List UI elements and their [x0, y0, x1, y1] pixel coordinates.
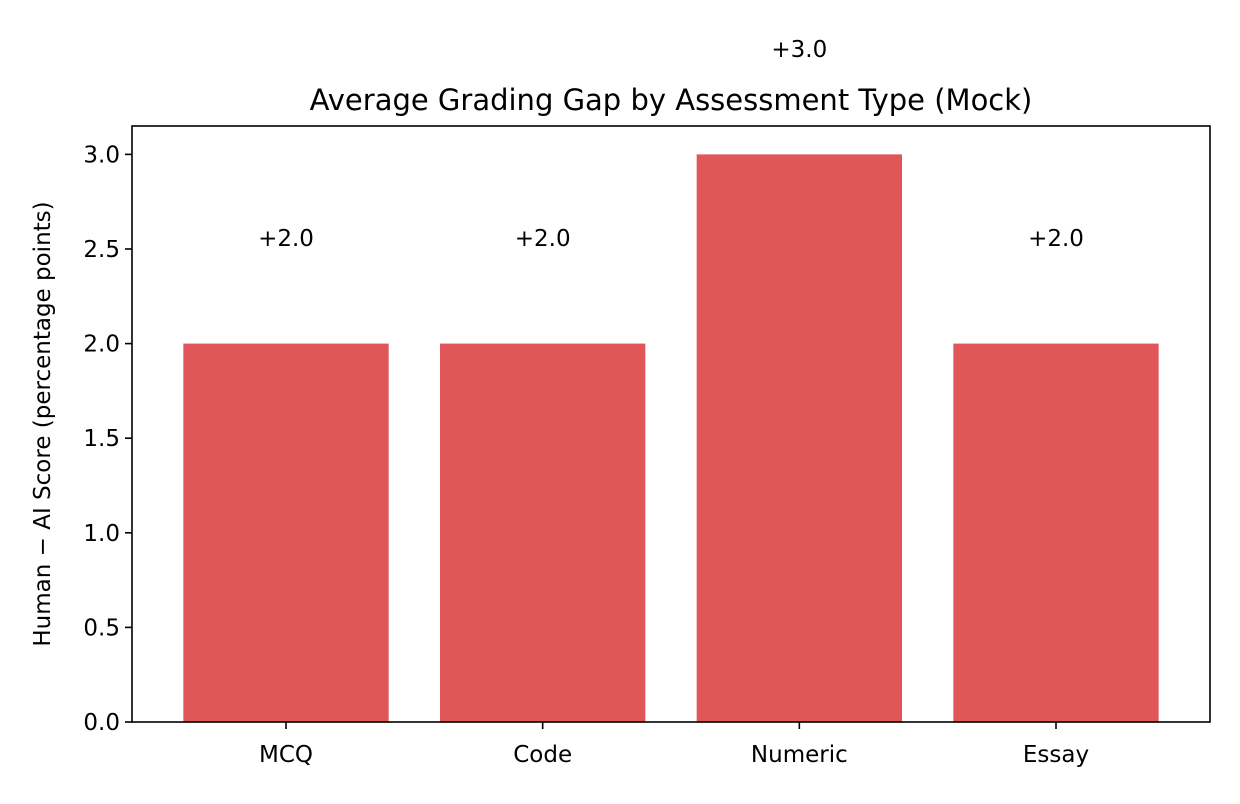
- bars-group: [183, 154, 1159, 722]
- bar-code: [440, 343, 646, 722]
- chart-title: Average Grading Gap by Assessment Type (…: [310, 83, 1033, 117]
- data-label-mcq: +2.0: [258, 226, 314, 252]
- bar-essay: [953, 343, 1159, 722]
- data-label-numeric: +3.0: [771, 37, 827, 63]
- x-axis: MCQ Code Numeric Essay: [259, 722, 1089, 768]
- plot-area-frame: [131, 125, 1211, 723]
- y-axis-label: Human − AI Score (percentage points): [30, 201, 56, 646]
- y-tick-label: 1.5: [83, 426, 120, 452]
- y-axis: 0.0 0.5 1.0 1.5 2.0 2.5 3.0: [83, 142, 132, 736]
- data-label-essay: +2.0: [1028, 226, 1084, 252]
- x-tick-label: Essay: [1023, 742, 1089, 768]
- y-tick-label: 3.0: [83, 142, 120, 168]
- y-tick-label: 0.5: [83, 615, 120, 641]
- bar-numeric: [696, 154, 902, 722]
- data-labels-group: +2.0 +2.0 +3.0 +2.0: [258, 37, 1084, 252]
- x-tick-label: Code: [513, 742, 572, 768]
- x-tick-label: MCQ: [259, 742, 313, 768]
- y-tick-label: 2.0: [83, 332, 120, 358]
- y-tick-label: 1.0: [83, 521, 120, 547]
- y-tick-label: 0.0: [83, 710, 120, 736]
- x-tick-label: Numeric: [751, 742, 848, 768]
- bar-mcq: [183, 343, 389, 722]
- y-tick-label: 2.5: [83, 237, 120, 263]
- data-label-code: +2.0: [515, 226, 571, 252]
